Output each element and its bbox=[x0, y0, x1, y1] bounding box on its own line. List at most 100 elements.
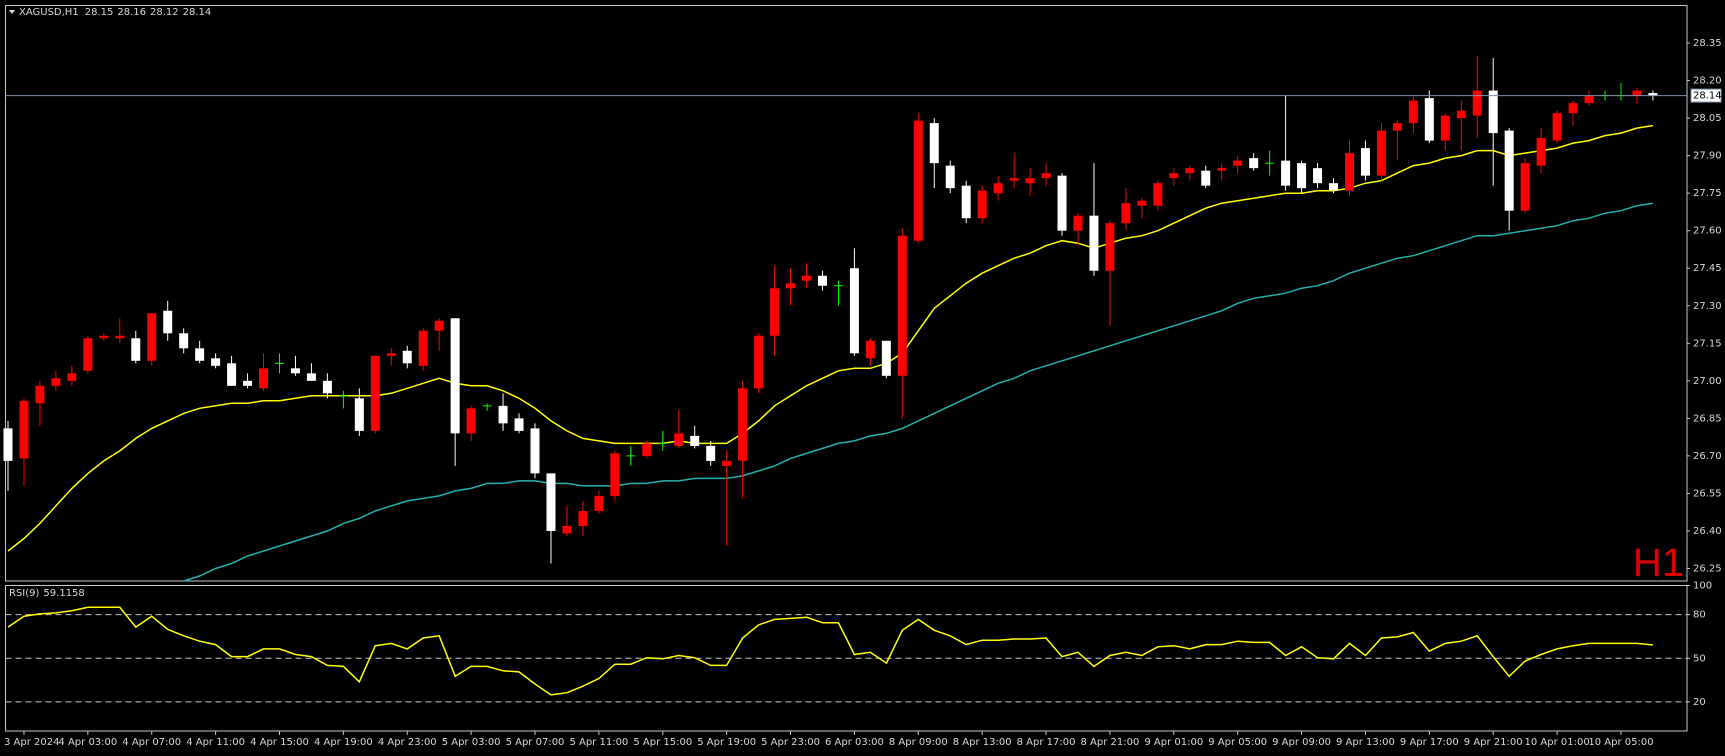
y-tick-label: 80 bbox=[1693, 610, 1706, 621]
rsi-current: 59.1158 bbox=[43, 588, 84, 599]
rsi-title: RSI(9) bbox=[9, 588, 40, 599]
x-tick-label: 4 Apr 15:00 bbox=[250, 737, 309, 748]
candle-body bbox=[51, 378, 61, 386]
x-tick-label: 5 Apr 11:00 bbox=[569, 737, 628, 748]
y-tick-label: 28.20 bbox=[1693, 76, 1722, 87]
candle-body bbox=[674, 433, 684, 446]
candle-body bbox=[1552, 113, 1562, 141]
candle-body bbox=[817, 275, 827, 286]
x-tick-label: 6 Apr 03:00 bbox=[825, 737, 884, 748]
candle-body bbox=[690, 435, 700, 446]
current-price-label: 28.14 bbox=[1693, 91, 1722, 102]
x-tick-label: 5 Apr 23:00 bbox=[761, 737, 820, 748]
candle-body bbox=[19, 400, 29, 459]
candle-body bbox=[1488, 90, 1498, 134]
candle-body bbox=[1376, 130, 1386, 176]
candle-body bbox=[1424, 98, 1434, 141]
candle-body bbox=[1121, 203, 1131, 224]
x-tick-label: 4 Apr 03:00 bbox=[58, 737, 117, 748]
candle-body bbox=[1009, 178, 1019, 181]
candle-body bbox=[1472, 90, 1482, 116]
candle-body bbox=[993, 183, 1003, 194]
candle-body bbox=[211, 358, 221, 366]
candle-body bbox=[865, 340, 875, 359]
candle-body bbox=[594, 495, 604, 511]
low: 28.12 bbox=[150, 7, 179, 18]
candle-body bbox=[1504, 130, 1514, 211]
candle-body bbox=[802, 275, 811, 281]
candle-body bbox=[115, 335, 125, 339]
candle-body bbox=[1584, 95, 1594, 104]
x-tick-label: 5 Apr 07:00 bbox=[506, 737, 565, 748]
y-tick-label: 26.25 bbox=[1693, 563, 1722, 574]
candle-body bbox=[290, 368, 300, 374]
candle-body bbox=[1408, 100, 1418, 124]
y-tick-label: 27.15 bbox=[1693, 338, 1722, 349]
candle-body bbox=[3, 428, 13, 461]
candle-body bbox=[418, 330, 428, 366]
candle-body bbox=[770, 288, 780, 336]
candle-body bbox=[1648, 93, 1658, 96]
x-tick-label: 5 Apr 19:00 bbox=[697, 737, 756, 748]
candle-body bbox=[1297, 163, 1307, 189]
moving-average bbox=[7, 124, 1654, 552]
candle-body bbox=[466, 408, 476, 434]
main-panel-border bbox=[5, 5, 1688, 582]
x-tick-label: 10 Apr 05:00 bbox=[1588, 737, 1653, 748]
x-tick-label: 4 Apr 07:00 bbox=[122, 737, 181, 748]
y-tick-label: 27.90 bbox=[1693, 151, 1722, 162]
candle-body bbox=[849, 268, 859, 354]
y-tick-label: 27.00 bbox=[1693, 376, 1722, 387]
candle-body bbox=[961, 185, 971, 219]
candle-body bbox=[1249, 158, 1259, 169]
candle-body bbox=[1329, 183, 1339, 191]
candle-body bbox=[386, 353, 396, 356]
candle-body bbox=[929, 123, 939, 164]
rsi-header: RSI(9) 59.1158 bbox=[9, 588, 85, 599]
x-tick-label: 9 Apr 21:00 bbox=[1464, 737, 1523, 748]
candle-body bbox=[913, 120, 923, 241]
y-tick-label: 26.55 bbox=[1693, 488, 1722, 499]
x-tick-label: 9 Apr 01:00 bbox=[1144, 737, 1203, 748]
candle-body bbox=[514, 418, 524, 431]
candle-body bbox=[1057, 175, 1067, 231]
candle-body bbox=[530, 428, 540, 474]
candle-body bbox=[897, 235, 907, 376]
candle-body bbox=[195, 348, 205, 361]
candle-body bbox=[227, 363, 237, 386]
candle-body bbox=[1233, 160, 1243, 166]
candle-body bbox=[434, 320, 444, 331]
rsi-line bbox=[7, 606, 1653, 696]
candle-body bbox=[1089, 215, 1099, 271]
x-tick-label: 5 Apr 15:00 bbox=[633, 737, 692, 748]
candle-body bbox=[179, 333, 189, 349]
candle-body bbox=[881, 340, 891, 376]
open: 28.15 bbox=[85, 7, 114, 18]
candle-body bbox=[1360, 148, 1370, 176]
symbol: XAGUSD,H1 bbox=[19, 7, 79, 18]
candle-body bbox=[243, 380, 253, 386]
candle-body bbox=[786, 283, 796, 289]
candle-body bbox=[706, 445, 716, 461]
x-tick-label: 5 Apr 03:00 bbox=[442, 737, 501, 748]
candle-body bbox=[546, 473, 556, 531]
candle-body bbox=[498, 405, 508, 424]
candle-body bbox=[1568, 103, 1578, 114]
candle-body bbox=[1456, 110, 1466, 119]
candle-body bbox=[402, 350, 412, 364]
candle-body bbox=[1201, 170, 1211, 186]
candle-body bbox=[259, 368, 269, 389]
y-tick-label: 28.05 bbox=[1693, 113, 1722, 124]
candle-body bbox=[1169, 173, 1179, 179]
current-price-box bbox=[1690, 88, 1722, 103]
candle-body bbox=[83, 338, 93, 371]
candle-body bbox=[977, 190, 987, 219]
menu-arrow[interactable] bbox=[9, 10, 15, 14]
y-tick-label: 26.40 bbox=[1693, 526, 1722, 537]
x-tick-label: 8 Apr 21:00 bbox=[1081, 737, 1140, 748]
candle-body bbox=[1217, 168, 1227, 171]
x-tick-label: 8 Apr 09:00 bbox=[889, 737, 948, 748]
